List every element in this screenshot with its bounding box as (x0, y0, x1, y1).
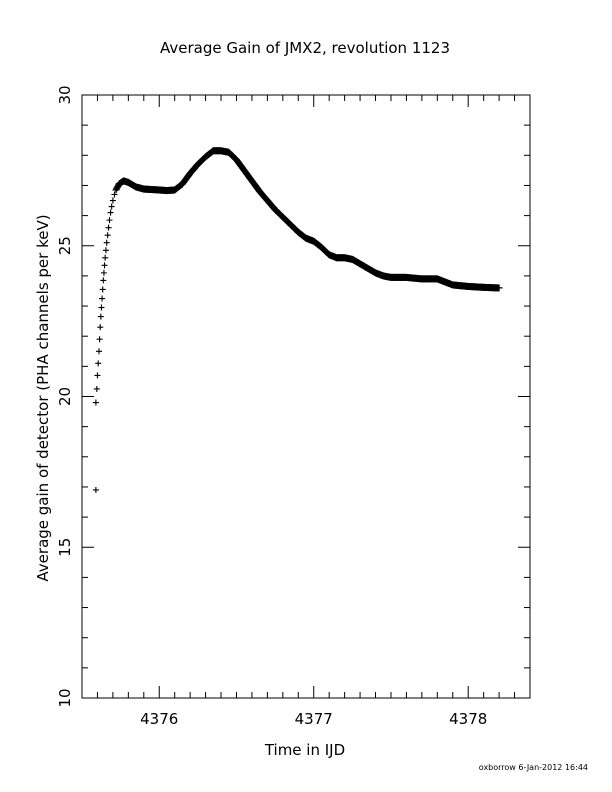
x-axis-label: Time in IJD (264, 741, 345, 759)
data-point (105, 224, 112, 231)
data-point (102, 247, 109, 254)
data-points (92, 147, 503, 493)
data-point (109, 197, 116, 204)
data-point (108, 203, 115, 210)
data-point (92, 486, 99, 493)
x-tick-label: 4376 (140, 710, 178, 728)
data-point (97, 324, 104, 331)
data-point (103, 239, 110, 246)
axis-ticks (81, 94, 531, 699)
data-point (99, 295, 106, 302)
data-point (98, 304, 105, 311)
data-point (100, 277, 107, 284)
data-point (107, 209, 114, 216)
y-tick-label: 20 (56, 387, 74, 406)
data-point (93, 385, 100, 392)
x-tick-label: 4377 (295, 710, 333, 728)
y-axis-label: Average gain of detector (PHA channels p… (34, 214, 52, 581)
data-point (97, 313, 104, 320)
data-point (95, 360, 102, 367)
x-tick-label: 4378 (449, 710, 487, 728)
data-point (101, 262, 108, 269)
data-point (100, 269, 107, 276)
data-point (95, 348, 102, 355)
data-point (104, 232, 111, 239)
data-point (94, 372, 101, 379)
axis-tick-labels: 4376 4377 4378 10 15 20 25 30 (56, 85, 487, 728)
data-point (102, 254, 109, 261)
y-tick-label: 25 (56, 236, 74, 255)
y-tick-label: 15 (56, 538, 74, 557)
y-tick-label: 30 (56, 85, 74, 104)
footer-stamp: oxborrow 6-Jan-2012 16:44 (479, 763, 588, 772)
data-point (106, 217, 113, 224)
data-point (92, 399, 99, 406)
data-point (99, 286, 106, 293)
chart-title: Average Gain of JMX2, revolution 1123 (160, 39, 450, 57)
data-point (495, 284, 503, 292)
y-tick-label: 10 (56, 688, 74, 707)
data-point (111, 191, 118, 198)
plot-frame (81, 94, 531, 699)
data-point (96, 336, 103, 343)
